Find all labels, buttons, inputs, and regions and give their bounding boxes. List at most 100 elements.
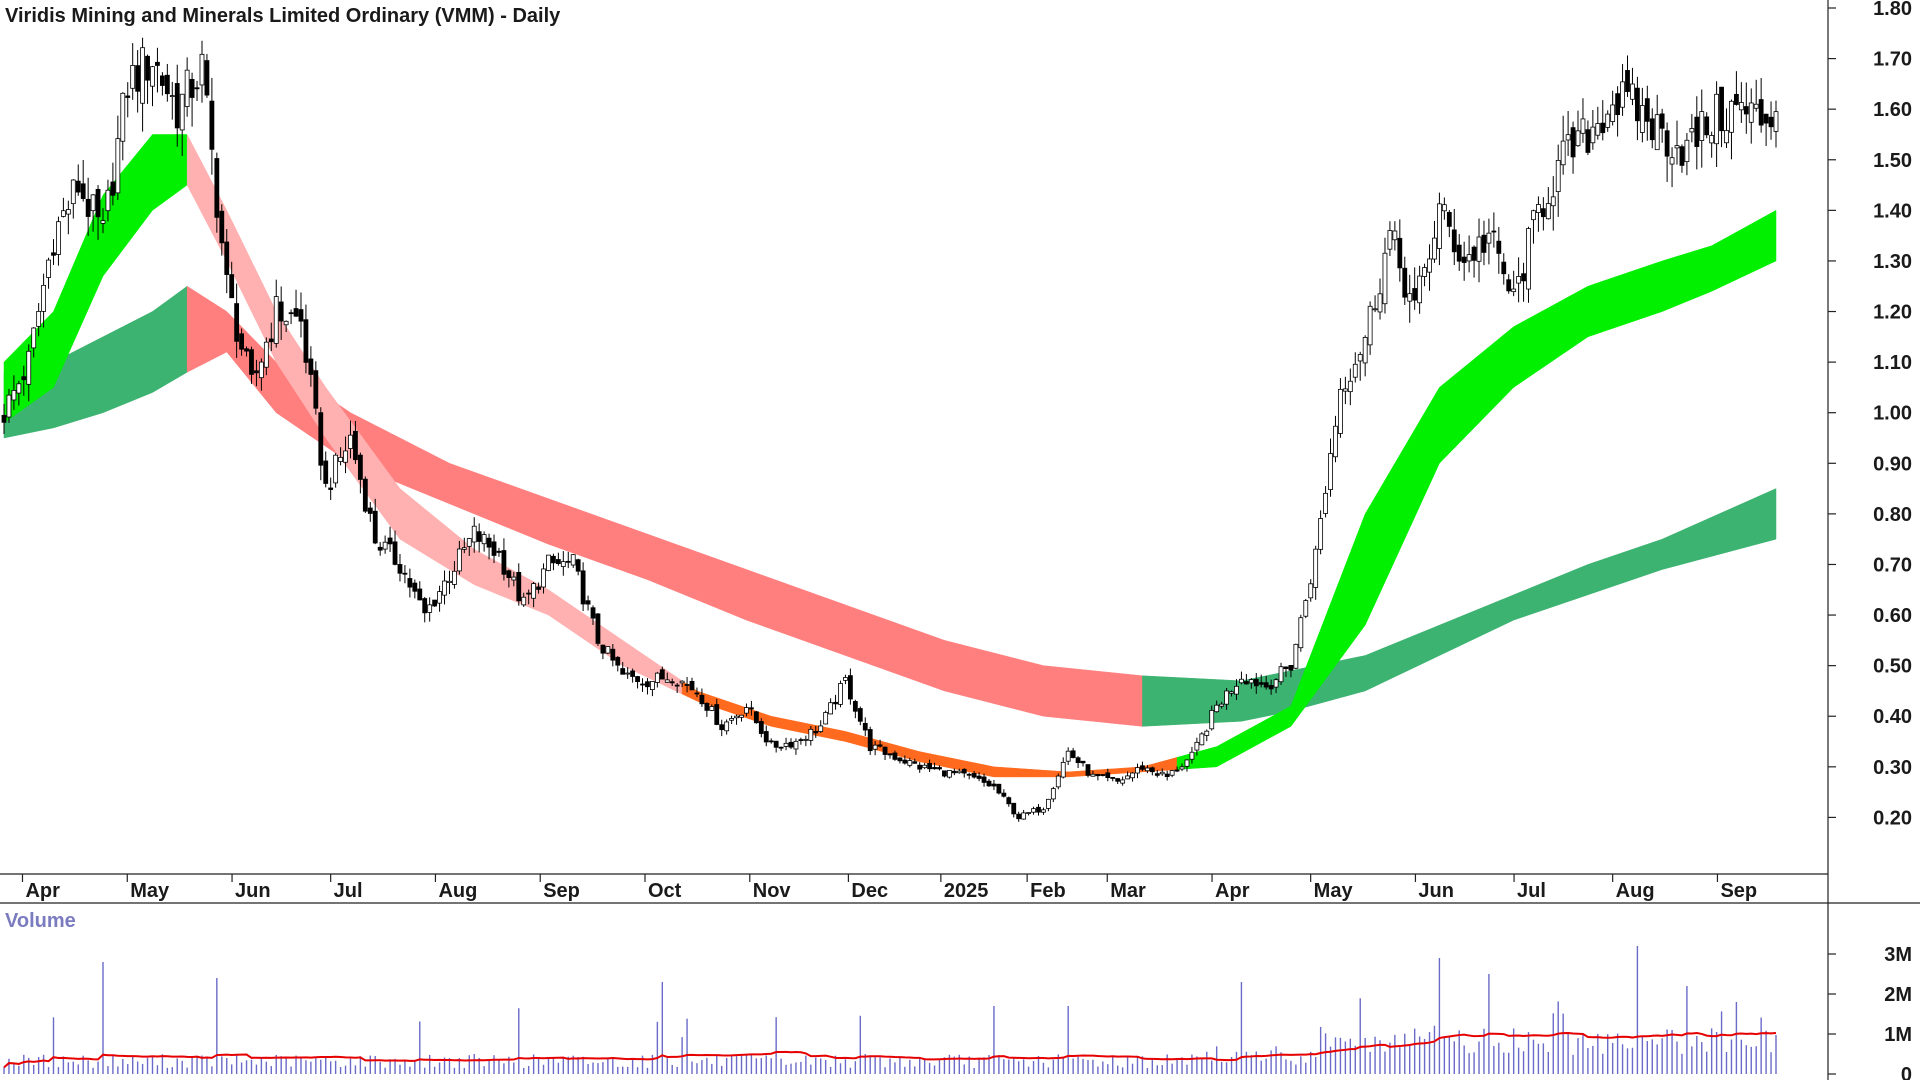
candle-body <box>1600 122 1606 134</box>
candle <box>1441 197 1447 220</box>
candle <box>239 328 244 356</box>
price-tick-label: 1.00 <box>1873 403 1912 425</box>
candle-body <box>6 394 12 418</box>
candle-body <box>194 87 200 90</box>
candle <box>1293 643 1299 670</box>
candle-body <box>1248 679 1254 684</box>
candle-body <box>105 189 111 212</box>
candle <box>1585 120 1591 156</box>
candle-body <box>872 744 878 750</box>
candle <box>1080 760 1086 767</box>
candle <box>501 538 507 581</box>
candle <box>16 380 22 406</box>
candle <box>793 738 799 755</box>
candle <box>521 592 527 607</box>
candle <box>26 344 32 402</box>
candle-body <box>1090 773 1096 777</box>
month-label: 2025 <box>944 880 989 902</box>
candle-body <box>585 600 591 605</box>
candle <box>387 526 393 552</box>
candle-body <box>1229 691 1234 694</box>
candle-body <box>145 55 150 81</box>
candle-body <box>1169 770 1175 776</box>
candle-body <box>1001 792 1007 797</box>
candle <box>1258 674 1264 688</box>
month-label: Jul <box>1517 880 1546 902</box>
candle <box>590 605 596 625</box>
candle-body <box>60 210 66 217</box>
candle-body <box>1719 86 1724 132</box>
candle <box>1560 115 1566 175</box>
candle <box>912 758 918 764</box>
candle-body <box>422 598 428 614</box>
candle-body <box>659 669 665 680</box>
candle-body <box>338 456 343 462</box>
month-label: Nov <box>753 880 792 902</box>
candle <box>214 152 220 233</box>
candle-body <box>1773 111 1779 132</box>
candle-body <box>1382 252 1388 305</box>
candle-body <box>239 333 244 350</box>
candle <box>1451 209 1457 266</box>
candle-body <box>887 753 893 756</box>
candle <box>1763 113 1769 147</box>
candle-body <box>753 711 759 724</box>
candle <box>1526 226 1531 303</box>
candle-body <box>1016 813 1022 820</box>
candle <box>1209 705 1215 731</box>
candle <box>392 530 398 566</box>
price-tick-label: 1.20 <box>1873 302 1912 324</box>
candle-body <box>1748 102 1754 123</box>
candle-body <box>486 537 492 548</box>
candle <box>664 672 670 683</box>
candle-body <box>1045 798 1051 809</box>
candle-body <box>1199 733 1205 746</box>
candle <box>1041 807 1046 815</box>
candle <box>1199 732 1205 746</box>
candle <box>377 542 383 556</box>
candle-body <box>476 531 482 542</box>
candle-body <box>1501 261 1507 275</box>
candle <box>36 303 42 337</box>
candle-body <box>892 752 898 760</box>
candle <box>1016 811 1022 822</box>
candle-body <box>1585 129 1591 153</box>
candle <box>932 762 937 770</box>
candle-body <box>857 708 863 722</box>
candle-body <box>1580 118 1586 134</box>
candle-body <box>1189 751 1195 760</box>
candle <box>135 50 141 113</box>
candle <box>848 668 853 705</box>
candle-body <box>169 95 175 98</box>
candle-body <box>882 746 888 755</box>
candle-body <box>471 525 477 543</box>
candle <box>56 216 61 266</box>
candle-body <box>912 761 918 764</box>
candle <box>813 725 819 738</box>
candle-body <box>41 284 46 312</box>
candle <box>1253 672 1259 694</box>
volume-tick-label: 2M <box>1884 984 1912 1006</box>
candle <box>1075 756 1081 769</box>
candle-body <box>303 319 309 363</box>
candle <box>1654 94 1660 151</box>
candle <box>1278 662 1284 685</box>
candle <box>1719 86 1724 148</box>
candle <box>234 283 240 358</box>
candle <box>1011 802 1017 818</box>
candle-body <box>407 578 413 588</box>
candle <box>1204 729 1210 742</box>
candle-body <box>1768 116 1774 128</box>
candle <box>724 719 730 735</box>
candle <box>1268 679 1274 695</box>
candle <box>1734 71 1739 106</box>
candle-body <box>174 83 180 129</box>
candle <box>1773 100 1779 148</box>
candle-body <box>808 728 814 741</box>
candle <box>80 159 86 202</box>
candle-body <box>214 158 220 218</box>
candle <box>1580 98 1586 143</box>
month-label: Jun <box>1418 880 1454 902</box>
candle-body <box>813 731 819 734</box>
